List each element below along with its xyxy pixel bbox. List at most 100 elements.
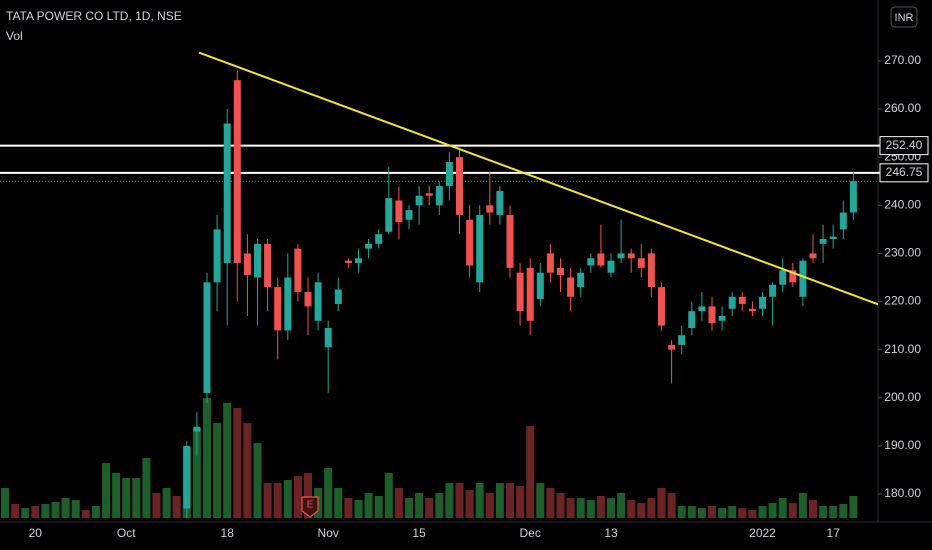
trendline	[198, 51, 878, 306]
volume-legend: Vol	[6, 29, 23, 43]
candle-body	[264, 243, 272, 288]
candle-body	[334, 289, 342, 304]
x-tick-label: Nov	[318, 526, 339, 540]
candle-body	[658, 287, 665, 326]
y-tick-label: 230.00	[884, 246, 921, 260]
candle-body	[435, 186, 443, 206]
y-tick-label: 220.00	[884, 294, 921, 308]
volume-bar	[192, 428, 201, 518]
candle-body	[395, 200, 403, 223]
candle-body	[607, 260, 615, 273]
volume-bar	[647, 498, 656, 518]
candle-body	[577, 272, 585, 288]
volume-bar	[132, 478, 141, 518]
earnings-label: E	[307, 500, 314, 511]
volume-bar	[677, 506, 686, 518]
volume-bar	[11, 504, 20, 518]
currency-label[interactable]: INR	[895, 12, 914, 24]
candle-body	[375, 234, 383, 244]
volume-bar	[223, 403, 232, 518]
candle-body	[223, 123, 231, 264]
x-tick-label: Oct	[117, 526, 136, 540]
x-tick-label: 15	[412, 526, 426, 540]
volume-bar	[394, 488, 403, 518]
candle-body	[324, 328, 332, 348]
volume-bar	[778, 498, 787, 518]
candle-body	[597, 253, 605, 266]
candle-body	[839, 212, 847, 230]
candle-body	[456, 157, 463, 215]
x-tick-label: Dec	[520, 526, 541, 540]
plot-area	[0, 51, 878, 519]
candle-body	[425, 193, 433, 196]
currency-button[interactable]	[890, 6, 918, 28]
y-tick-label: 210.00	[884, 342, 921, 356]
candle-body	[728, 296, 736, 309]
candle-body	[678, 335, 686, 345]
candle-body	[718, 316, 726, 321]
volume-bar	[728, 506, 737, 518]
volume-bar	[384, 473, 393, 518]
volume-bar	[304, 473, 312, 518]
volume-bar	[243, 423, 252, 518]
candle-body	[748, 308, 756, 312]
candle-body	[254, 243, 261, 278]
volume-bar	[21, 508, 30, 518]
candle-body	[587, 258, 595, 266]
volume-bar	[475, 483, 484, 518]
symbol-legend: TATA POWER CO LTD, 1D, NSE	[6, 9, 182, 23]
candle-body	[637, 258, 645, 268]
volume-bar	[425, 498, 434, 518]
candle-body	[526, 267, 534, 321]
volume-bar	[445, 483, 454, 518]
candle-body	[355, 258, 362, 264]
y-tick-label: 180.00	[884, 486, 921, 500]
volume-bar	[71, 500, 80, 518]
volume-bar	[556, 493, 565, 518]
volume-bar	[112, 473, 121, 518]
volume-bar	[657, 488, 666, 518]
volume-bar	[738, 508, 747, 518]
volume-bar	[495, 483, 504, 518]
price-label: 252.40	[886, 138, 923, 152]
x-tick-label: 2022	[749, 526, 776, 540]
candle-body	[647, 253, 655, 288]
candle-body	[476, 214, 484, 283]
volume-bar	[203, 398, 211, 518]
candle-body	[799, 260, 807, 297]
candle-body	[536, 272, 544, 300]
volume-bar	[697, 508, 706, 518]
candle-body	[183, 445, 191, 509]
volume-bar	[253, 443, 262, 518]
volume-bar	[213, 423, 222, 518]
volume-bar	[1, 488, 9, 518]
volume-bar	[849, 496, 858, 518]
volume-bar	[718, 508, 727, 518]
candle-body	[365, 243, 373, 249]
candle-body	[486, 205, 494, 213]
candle-body	[243, 253, 251, 276]
candle-body	[567, 277, 575, 297]
y-tick-label: 260.00	[884, 101, 921, 115]
volume-bar	[435, 493, 444, 518]
earnings-icon	[301, 496, 319, 518]
volume-bar	[839, 504, 848, 518]
volume-bar	[748, 510, 757, 518]
candle-body	[546, 253, 554, 273]
volume-bar	[758, 506, 767, 518]
candle-body	[849, 181, 857, 213]
volume-bar	[293, 476, 302, 518]
volume-bar	[374, 496, 383, 518]
x-tick-label: 20	[29, 526, 43, 540]
candle-body	[819, 238, 827, 244]
volume-bar	[324, 468, 333, 518]
volume-bar	[637, 503, 646, 518]
candle-body	[385, 198, 393, 232]
volume-bar	[162, 488, 171, 518]
volume-bar	[233, 408, 242, 518]
candle-body	[304, 291, 312, 307]
volume-bar	[485, 493, 494, 518]
